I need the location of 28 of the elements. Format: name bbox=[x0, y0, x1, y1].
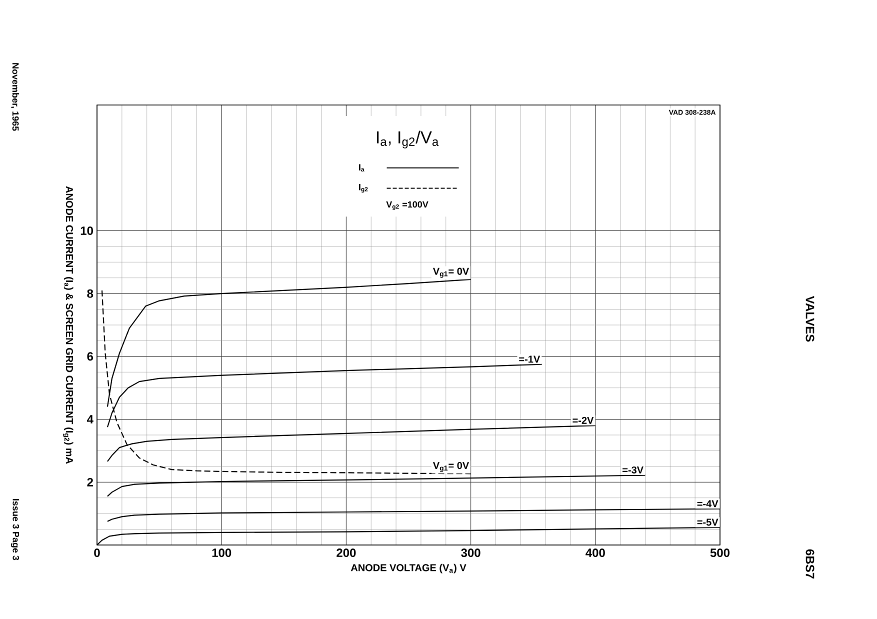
series-label: =-5V bbox=[697, 518, 718, 526]
y-tick-label: 10 bbox=[80, 226, 93, 235]
series-label: V$_{g1}$= 0V bbox=[432, 268, 470, 278]
annotation: I$_{g2}$ bbox=[359, 184, 368, 193]
text: VALVES bbox=[806, 296, 814, 342]
text: Issue 3 Page 3 bbox=[10, 499, 20, 560]
text: November, 1965 bbox=[11, 63, 19, 131]
y-tick-label: 2 bbox=[87, 478, 93, 486]
x-axis-title: ANODE VOLTAGE (V$_{a}$) V bbox=[350, 564, 466, 574]
text: I$_{a}$, I$_{g2}$/V$_{a}$ bbox=[376, 130, 439, 148]
x-tick-label: 100 bbox=[212, 548, 232, 558]
x-tick-label: 400 bbox=[586, 548, 605, 558]
annotation: I$_{a}$ bbox=[359, 164, 364, 172]
series-label: =-2V bbox=[572, 416, 594, 424]
annotation: V$_{g2}$ =100V bbox=[386, 201, 428, 210]
y-tick-label: 6 bbox=[87, 352, 94, 361]
y-tick-label: 4 bbox=[86, 415, 94, 424]
y-axis-title: ANODE CURRENT (I$_{a}$) & SCREEN GRID CURRENT (I$_{g2}$) mA bbox=[63, 186, 74, 464]
series-label: V$_{g1}$= 0V bbox=[432, 462, 470, 472]
y-tick-label: 8 bbox=[87, 289, 94, 298]
x-tick-label: 0 bbox=[94, 548, 100, 558]
x-tick-label: 200 bbox=[336, 548, 356, 558]
text: 6BS7 bbox=[806, 549, 814, 578]
x-tick-label: 500 bbox=[710, 548, 730, 558]
series-label: =-4V bbox=[697, 500, 718, 508]
x-tick-label: 300 bbox=[461, 548, 480, 558]
series-label: =-3V bbox=[622, 466, 644, 474]
series-label: =-1V bbox=[519, 356, 540, 363]
